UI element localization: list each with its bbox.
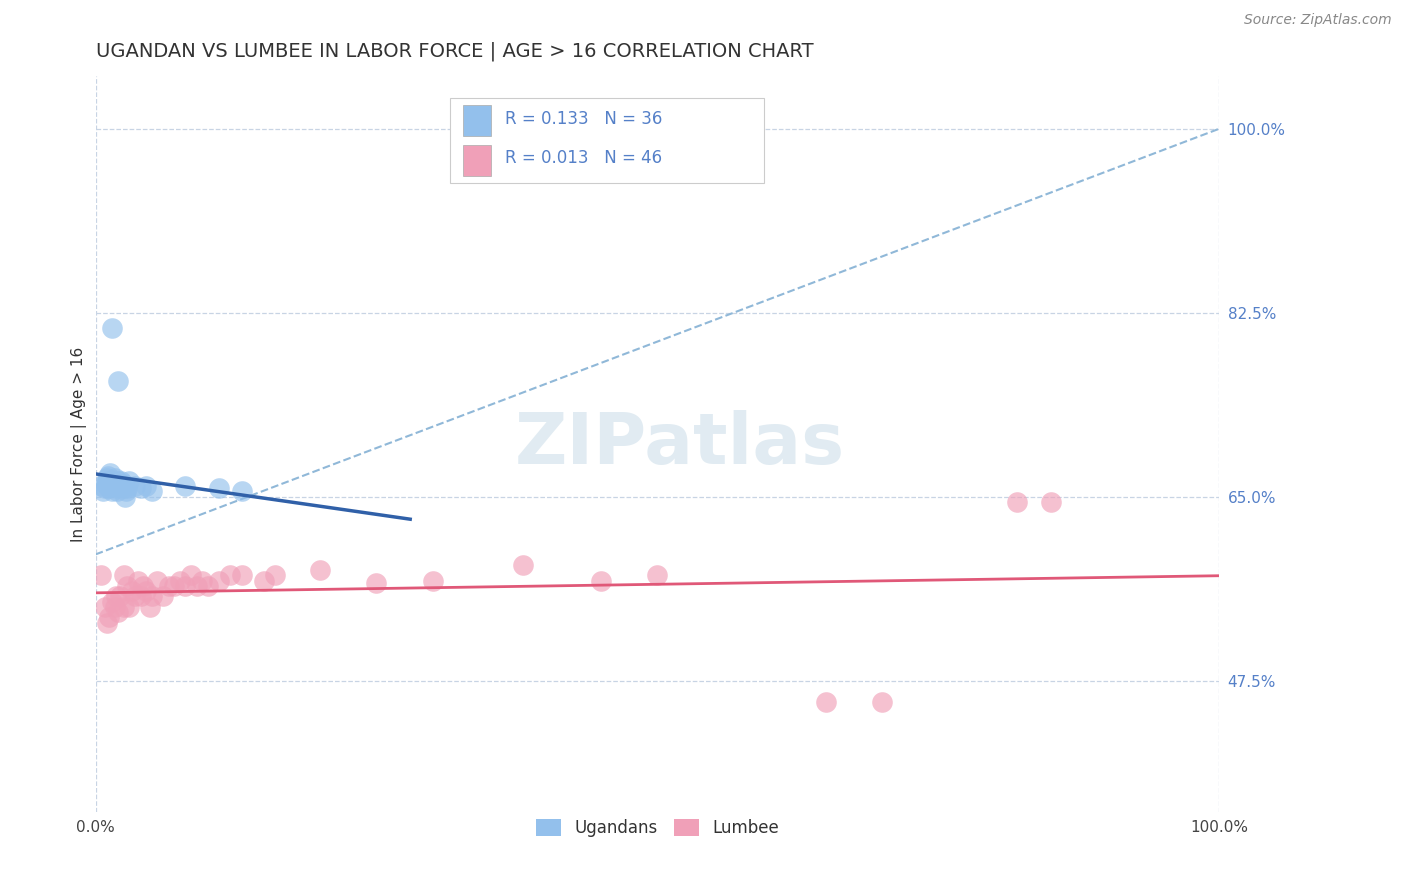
Point <box>112 477 135 491</box>
Point <box>231 568 253 582</box>
Point <box>197 579 219 593</box>
Point <box>512 558 534 572</box>
Point <box>191 574 214 588</box>
Point <box>870 694 893 708</box>
Point <box>231 484 253 499</box>
Point <box>104 481 127 495</box>
Point <box>101 484 124 499</box>
FancyBboxPatch shape <box>450 98 763 183</box>
Point <box>93 481 115 495</box>
Text: UGANDAN VS LUMBEE IN LABOR FORCE | AGE > 16 CORRELATION CHART: UGANDAN VS LUMBEE IN LABOR FORCE | AGE >… <box>96 42 813 62</box>
Point <box>107 474 129 488</box>
Point <box>110 479 132 493</box>
Point <box>104 471 127 485</box>
Point <box>118 599 141 614</box>
Point <box>591 574 613 588</box>
Point <box>104 590 127 604</box>
Point <box>105 484 128 499</box>
Point <box>208 574 231 588</box>
Point <box>98 610 121 624</box>
Point <box>647 568 669 582</box>
Point <box>96 471 118 485</box>
Point <box>127 574 149 588</box>
Point <box>104 599 127 614</box>
Text: R = 0.013   N = 46: R = 0.013 N = 46 <box>505 149 662 168</box>
Point <box>366 575 388 590</box>
FancyBboxPatch shape <box>463 145 491 176</box>
Text: R = 0.133   N = 36: R = 0.133 N = 36 <box>505 110 662 128</box>
Point <box>118 474 141 488</box>
Point <box>124 590 146 604</box>
Y-axis label: In Labor Force | Age > 16: In Labor Force | Age > 16 <box>72 346 87 541</box>
Point <box>422 574 444 588</box>
Point <box>253 574 276 588</box>
Point <box>129 590 152 604</box>
Point <box>101 595 124 609</box>
Point <box>96 474 118 488</box>
Point <box>169 574 191 588</box>
Point <box>93 484 115 499</box>
Point <box>174 579 197 593</box>
Point <box>115 484 138 499</box>
Point <box>180 568 202 582</box>
Point <box>163 579 186 593</box>
Point <box>219 568 242 582</box>
Point <box>157 579 180 593</box>
Point <box>129 481 152 495</box>
Point <box>309 563 332 577</box>
Point <box>94 477 117 491</box>
Point <box>110 590 132 604</box>
Point <box>115 579 138 593</box>
Point <box>135 479 157 493</box>
Point <box>90 568 112 582</box>
FancyBboxPatch shape <box>463 105 491 136</box>
Point <box>107 605 129 619</box>
Point <box>98 474 121 488</box>
Point <box>141 484 163 499</box>
Point <box>103 479 125 493</box>
Point <box>96 615 118 630</box>
Point <box>264 568 287 582</box>
Point <box>124 479 146 493</box>
Point <box>100 479 122 493</box>
Point <box>115 481 138 495</box>
Legend: Ugandans, Lumbee: Ugandans, Lumbee <box>529 813 786 844</box>
Point <box>98 467 121 481</box>
Point <box>174 479 197 493</box>
Point <box>121 584 143 599</box>
Point <box>146 574 169 588</box>
Point <box>132 579 155 593</box>
Point <box>186 579 208 593</box>
Point <box>138 599 160 614</box>
Point <box>90 479 112 493</box>
Point <box>208 481 231 495</box>
Point <box>141 590 163 604</box>
Point <box>111 479 134 493</box>
Point <box>112 599 135 614</box>
Point <box>114 490 136 504</box>
Point <box>152 590 174 604</box>
Point <box>1005 495 1028 509</box>
Text: ZIPatlas: ZIPatlas <box>515 409 845 478</box>
Point <box>112 481 135 495</box>
Point <box>112 568 135 582</box>
Point <box>101 477 124 491</box>
Point <box>107 374 129 388</box>
Point <box>93 599 115 614</box>
Point <box>97 468 120 483</box>
Point <box>110 474 132 488</box>
Point <box>1039 495 1062 509</box>
Text: Source: ZipAtlas.com: Source: ZipAtlas.com <box>1244 13 1392 28</box>
Point <box>135 584 157 599</box>
Point <box>101 321 124 335</box>
Point <box>814 694 837 708</box>
Point <box>98 481 121 495</box>
